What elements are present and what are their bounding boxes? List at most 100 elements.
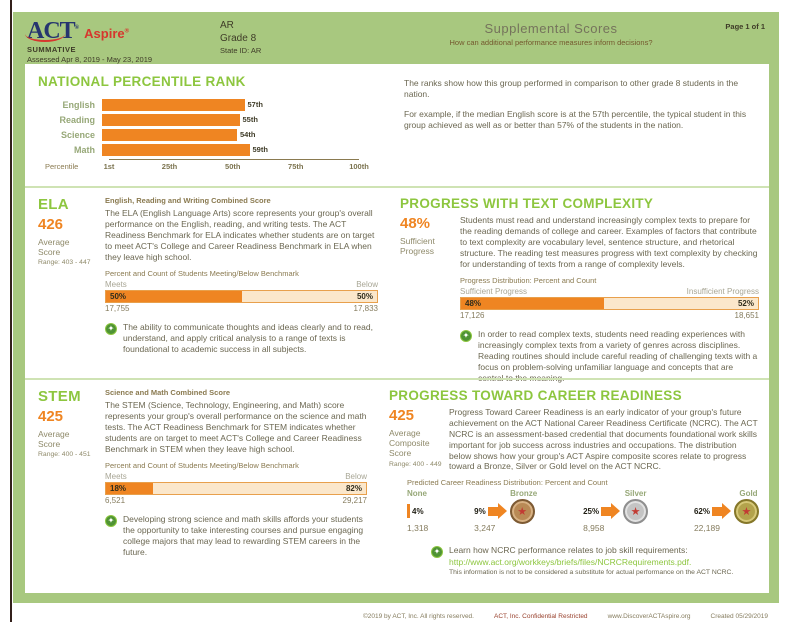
sufficient-count: 17,126 [460,311,485,321]
npr-x-axis: Percentile 1st 25th 50th 75th 100th [45,159,369,173]
arrow-right-icon [711,503,731,520]
career-level-label: None [407,489,427,499]
summative-label: SUMMATIVE [27,45,76,54]
ela-below-count: 17,833 [353,304,378,314]
ela-column: ELA 426 Average Score Range: 403 - 447 E… [38,196,378,378]
career-body-text: Progress Toward Career Readiness is an e… [449,407,758,472]
stem-title: STEM [38,388,81,405]
ela-meets-segment: 50% [106,291,242,303]
npr-description-paragraph: The ranks show how this group performed … [404,78,739,100]
scan-edge-line [10,0,12,622]
header-student-info: AR Grade 8 State ID: AR [220,20,261,55]
text-complexity-score-block: 48% Sufficient Progress [400,215,460,384]
bronze-count: 3,247 [474,523,496,534]
career-score: 425 [389,407,415,424]
arrow-right-icon [601,503,621,520]
silver-count: 8,958 [583,523,605,534]
ela-score: 426 [38,216,64,233]
stem-note-text: Developing strong science and math skill… [123,514,364,557]
npr-bar-row: English 57th [38,97,390,112]
none-bar-icon [407,504,410,519]
npr-axis-tick: 1st [103,162,115,171]
career-title: PROGRESS TOWARD CAREER READINESS [389,388,682,403]
bronze-pct: 9% [474,506,486,516]
stem-below-segment: 82% [152,483,366,495]
ela-benchmark-caption: Percent and Count of Students Meeting/Be… [105,269,299,279]
text-complexity-body-text: Students must read and understand increa… [460,215,758,269]
career-group-none: None 4% 1,318 [407,489,428,541]
ncrc-requirements-link[interactable]: http://www.act.org/workkeys/briefs/files… [449,557,692,568]
stem-score-label: Average Score [38,429,70,450]
none-pct: 4% [412,506,424,516]
footer-confidential: ACT, Inc. Confidential Restricted [493,613,588,620]
ela-below-pct: 50% [356,292,373,302]
footer-copyright: ©2019 by ACT, Inc. All rights reserved. [362,613,474,620]
ela-below-segment: 50% [241,291,377,303]
footer-website: www.DiscoverACTAspire.org [607,613,691,620]
stem-benchmark-chart: Percent and Count of Students Meeting/Be… [105,461,367,505]
ela-score-label: Average Score [38,237,70,258]
insight-star-icon: ✦ [105,515,117,528]
region-label: AR [220,20,234,31]
stem-score-range: Range: 400 - 451 [38,451,91,459]
section-stem-career: STEM 425 Average Score Range: 400 - 451 … [25,378,769,593]
act-swoosh-icon [25,34,65,42]
npr-value-label: 57th [247,100,263,109]
act-aspire-logo: ACT® Aspire® SUMMATIVE Assessed Apr 8, 20… [25,16,153,64]
npr-axis-tick: 50th [225,162,241,171]
gold-medal-icon: ★ [733,498,759,524]
text-complexity-note-text: In order to read complex texts, students… [478,329,758,383]
text-complexity-column: PROGRESS WITH TEXT COMPLEXITY 48% Suffic… [400,196,759,383]
npr-bar-science [102,128,237,141]
page-footer: ©2019 by ACT, Inc. All rights reserved. … [0,613,792,620]
act-logo-text: ACT® [25,18,80,44]
stem-below-pct: 82% [345,484,362,494]
silver-pct: 25% [583,506,600,516]
text-complexity-score: 48% [400,215,431,232]
npr-category-label: Reading [59,114,95,125]
stem-benchmark-caption: Percent and Count of Students Meeting/Be… [105,461,299,471]
stem-body-text: The STEM (Science, Technology, Engineeri… [105,400,367,454]
ela-body-text: The ELA (English Language Arts) score re… [105,208,375,262]
text-complexity-note: ✦ In order to read complex texts, studen… [460,329,759,383]
stem-score-block: STEM 425 Average Score Range: 400 - 451 [38,388,105,593]
sufficient-segment: 48% [461,298,604,310]
npr-axis-tick: 75th [288,162,304,171]
career-column: PROGRESS TOWARD CAREER READINESS 425 Ave… [389,388,759,593]
header-title-block: Supplemental Scores How can additional p… [401,21,701,47]
npr-bar-english [102,98,245,111]
npr-category-label: Science [60,129,95,140]
stem-column: STEM 425 Average Score Range: 400 - 451 … [38,388,367,593]
stem-combined-label: Science and Math Combined Score [105,388,231,397]
insight-star-icon: ✦ [460,330,472,343]
page-number: Page 1 of 1 [725,22,765,31]
registered-mark-icon: ® [74,25,80,31]
npr-bar-row: Science 54th [38,127,390,142]
career-level-label: Silver [624,489,647,499]
sufficient-pct: 48% [465,299,482,309]
npr-value-label: 54th [240,130,256,139]
npr-bar-row: Reading 55th [38,112,390,127]
stem-meets-segment: 18% [106,483,153,495]
gold-count: 22,189 [693,523,720,534]
gold-pct: 62% [693,506,710,516]
insight-star-icon: ✦ [431,546,443,559]
text-complexity-chart: Progress Distribution: Percent and Count… [460,276,759,320]
npr-category-label: Math [74,144,95,155]
npr-description-paragraph: For example, if the median English score… [404,109,747,131]
stem-stacked-bar: 18% 82% [105,482,367,496]
career-level-label: Bronze [510,489,538,499]
npr-axis-label: Percentile [45,162,79,171]
insufficient-count: 18,651 [734,311,759,321]
assessed-dates: Assessed Apr 8, 2019 - May 23, 2019 [27,55,153,64]
text-complexity-score-label: Sufficient Progress [400,236,435,257]
career-score-label: Average Composite Score [389,428,430,459]
career-distribution-caption: Predicted Career Readiness Distribution:… [407,478,608,488]
career-note-text: Learn how NCRC performance relates to jo… [449,545,688,556]
npr-description: The ranks show how this group performed … [390,74,759,186]
npr-axis-tick: 25th [161,162,178,171]
career-score-block: 425 Average Composite Score Range: 400 -… [389,407,449,472]
npr-bar-chart: English 57th Reading 55th Science 54th [38,97,390,173]
career-note: ✦ Learn how NCRC performance relates to … [431,545,759,577]
